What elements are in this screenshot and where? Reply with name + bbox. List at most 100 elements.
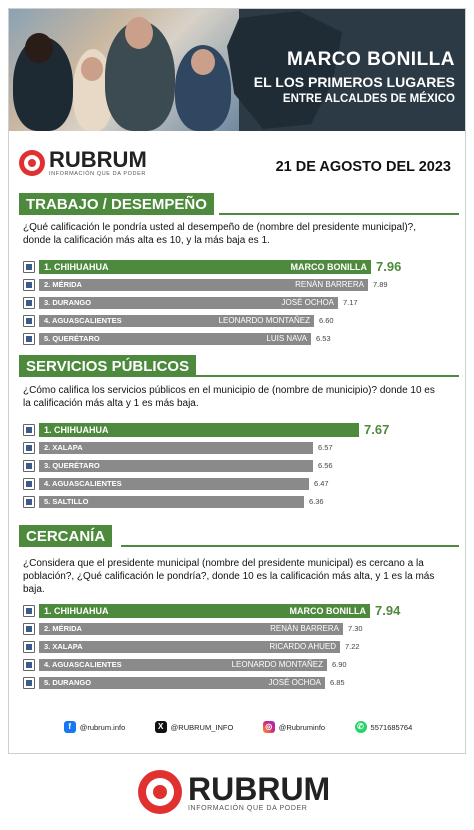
photo-head (25, 33, 53, 63)
chart-bar: 5. QUERÉTARO LUIS NAVA (39, 333, 311, 345)
ranking-row: 5. QUERÉTARO LUIS NAVA 6.53 (23, 333, 463, 346)
mayor-name: MARCO BONILLA (290, 262, 368, 272)
hero-line-2: EL LOS PRIMEROS LUGARES (253, 74, 455, 90)
score-value: 7.30 (348, 624, 363, 633)
city-label: 2. MÉRIDA (44, 280, 82, 289)
chart-bar: 1. CHIHUAHUA MARCO BONILLA (39, 260, 371, 274)
ranking-row: 5. SALTILLO 6.36 (23, 496, 463, 509)
report-date: 21 DE AGOSTO DEL 2023 (275, 159, 451, 175)
mayor-name: LEONARDO MONTAÑEZ (231, 660, 323, 669)
mayor-name: LUIS NAVA (266, 334, 307, 343)
city-label: 5. DURANGO (44, 678, 92, 687)
section-title: SERVICIOS PÚBLICOS (19, 355, 197, 377)
mayor-name: LEONARDO MONTAÑEZ (218, 316, 310, 325)
ranking-row: 4. AGUASCALIENTES LEONARDO MONTAÑEZ 6.90 (23, 659, 463, 672)
flag-icon (23, 460, 35, 472)
chart-bar: 3. XALAPA RICARDO AHUED (39, 641, 340, 653)
survey-question: ¿Qué calificación le pondría usted al de… (23, 222, 417, 246)
social-facebook[interactable]: f @rubrum.info (63, 721, 125, 733)
survey-question: ¿Cómo califica los servicios públicos en… (23, 385, 435, 409)
social-whatsapp[interactable]: ✆ 5571685764 (354, 721, 413, 733)
flag-icon (23, 424, 35, 436)
social-label: @Rubruminfo (278, 722, 326, 732)
ranking-row: 5. DURANGO JOSÉ OCHOA 6.85 (23, 677, 463, 690)
chart-bar: 5. DURANGO JOSÉ OCHOA (39, 677, 325, 689)
photo-head (81, 57, 103, 81)
chart-bar: 3. DURANGO JOSÉ OCHOA (39, 297, 338, 309)
ranking-row: 2. XALAPA 6.57 (23, 442, 463, 455)
section-divider (121, 545, 459, 547)
score-value: 6.60 (319, 316, 334, 325)
hero-line-1: MARCO BONILLA (287, 49, 455, 70)
social-links: f @rubrum.info X @RUBRUM_INFO ◎ @Rubrumi… (9, 721, 465, 733)
social-label: 5571685764 (370, 722, 413, 732)
mayor-name: JOSÉ OCHOA (281, 298, 334, 307)
city-label: 3. QUERÉTARO (44, 461, 100, 470)
brand-name: RUBRUM (188, 770, 331, 807)
score-value: 7.94 (375, 603, 401, 618)
brand-logo-bottom: RUBRUM INFORMACIÓN QUE DA PODER (138, 770, 330, 814)
score-value: 7.67 (364, 422, 390, 437)
ranking-row: 3. QUERÉTARO 6.56 (23, 460, 463, 473)
brand-name: RUBRUM (49, 147, 147, 172)
mayor-name: RENÁN BARRERA (270, 624, 339, 633)
chart-bar: 1. CHIHUAHUA (39, 423, 359, 437)
mayor-name: RICARDO AHUED (269, 642, 336, 651)
score-value: 7.17 (343, 298, 358, 307)
photo-head (191, 49, 215, 75)
score-value: 6.57 (318, 443, 333, 452)
section-title: TRABAJO / DESEMPEÑO (19, 193, 214, 215)
flag-icon (23, 605, 35, 617)
social-label: @RUBRUM_INFO (170, 722, 234, 732)
city-label: 2. XALAPA (44, 443, 83, 452)
survey-question: ¿Considera que el presidente municipal (… (23, 558, 435, 595)
city-label: 4. AGUASCALIENTES (44, 660, 122, 669)
score-value: 7.96 (376, 259, 402, 274)
brand-tagline: INFORMACIÓN QUE DA PODER (188, 804, 308, 812)
hero-headline: MARCO BONILLA EL LOS PRIMEROS LUGARES EN… (254, 49, 455, 105)
score-value: 7.89 (373, 280, 388, 289)
flag-icon (23, 641, 35, 653)
x-icon: X (154, 721, 167, 733)
city-label: 4. AGUASCALIENTES (44, 316, 122, 325)
score-value: 6.36 (309, 497, 324, 506)
instagram-icon: ◎ (262, 721, 275, 733)
score-value: 7.22 (345, 642, 360, 651)
score-value: 6.47 (314, 479, 329, 488)
score-value: 6.85 (330, 678, 345, 687)
photo-head (125, 17, 153, 49)
ranking-row: 4. AGUASCALIENTES LEONARDO MONTAÑEZ 6.60 (23, 315, 463, 328)
flag-icon (23, 677, 35, 689)
score-value: 6.53 (316, 334, 331, 343)
section-divider (219, 213, 459, 215)
mayor-name: MARCO BONILLA (289, 606, 367, 616)
social-x[interactable]: X @RUBRUM_INFO (154, 721, 234, 733)
chart-bar: 3. QUERÉTARO (39, 460, 313, 472)
hero-photo (9, 9, 239, 131)
chart-bar: 2. MÉRIDA RENÁN BARRERA (39, 279, 368, 291)
ranking-row: 4. AGUASCALIENTES 6.47 (23, 478, 463, 491)
score-value: 6.90 (332, 660, 347, 669)
ranking-row: 3. DURANGO JOSÉ OCHOA 7.17 (23, 297, 463, 310)
social-instagram[interactable]: ◎ @Rubruminfo (262, 721, 326, 733)
ranking-row: 1. CHIHUAHUA MARCO BONILLA 7.94 (23, 603, 463, 618)
chart-bar: 4. AGUASCALIENTES LEONARDO MONTAÑEZ (39, 659, 327, 671)
brand-logo-top: RUBRUM INFORMACIÓN QUE DA PODER (19, 149, 147, 177)
ranking-row: 2. MÉRIDA RENÁN BARRERA 7.89 (23, 279, 463, 292)
city-label: 5. QUERÉTARO (44, 334, 100, 343)
section-divider (191, 375, 459, 377)
city-label: 1. CHIHUAHUA (44, 425, 109, 435)
city-label: 3. DURANGO (44, 298, 92, 307)
chart-bar: 1. CHIHUAHUA MARCO BONILLA (39, 604, 370, 618)
mayor-name: RENÁN BARRERA (295, 280, 364, 289)
flag-icon (23, 623, 35, 635)
flag-icon (23, 315, 35, 327)
city-label: 5. SALTILLO (44, 497, 89, 506)
logo-mark-icon (19, 150, 45, 176)
flag-icon (23, 659, 35, 671)
section-title: CERCANÍA (19, 525, 113, 547)
brand-tagline: INFORMACIÓN QUE DA PODER (49, 171, 146, 177)
city-label: 2. MÉRIDA (44, 624, 82, 633)
infographic-card: MARCO BONILLA EL LOS PRIMEROS LUGARES EN… (8, 8, 466, 754)
flag-icon (23, 297, 35, 309)
